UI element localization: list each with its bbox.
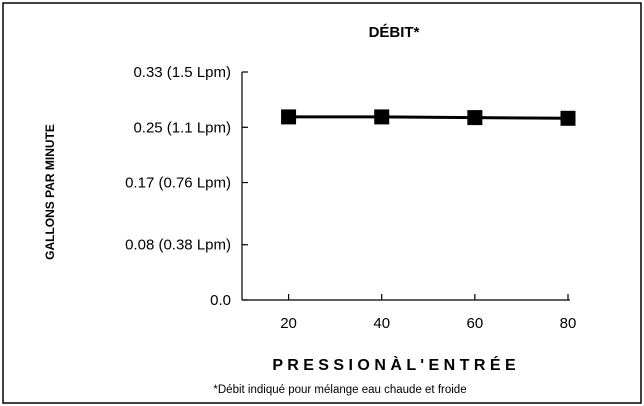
- footnote: *Débit indiqué pour mélange eau chaude e…: [213, 384, 466, 396]
- x-tick-label: 80: [560, 315, 577, 332]
- x-axis-ticks: 20 40 60 80: [280, 294, 576, 332]
- chart-title: DÉBIT*: [369, 24, 420, 41]
- series-line: [288, 115, 569, 120]
- x-tick-label: 40: [373, 315, 390, 332]
- x-tick-label: 60: [467, 315, 484, 332]
- y-tick-label: 0.33 (1.5 Lpm): [133, 64, 231, 81]
- y-axis-label: GALLONS PAR MINUTE: [43, 124, 57, 260]
- y-axis-ticks: 0.0 0.08 (0.38 Lpm) 0.17 (0.76 Lpm) 0.25 (1…: [125, 64, 248, 309]
- plot-area: [281, 109, 576, 126]
- x-tick-label: 20: [280, 315, 297, 332]
- x-axis-label: P R E S S I O N À L ' E N T R É E: [272, 355, 516, 374]
- y-tick-label: 0.0: [210, 292, 231, 309]
- y-tick-label: 0.25 (1.1 Lpm): [133, 119, 231, 136]
- data-point-marker: [467, 110, 483, 126]
- data-point-marker: [281, 109, 297, 125]
- y-tick-label: 0.17 (0.76 Lpm): [125, 175, 231, 192]
- y-tick-label: 0.08 (0.38 Lpm): [125, 237, 231, 254]
- data-point-marker: [560, 110, 576, 126]
- data-point-marker: [374, 109, 390, 125]
